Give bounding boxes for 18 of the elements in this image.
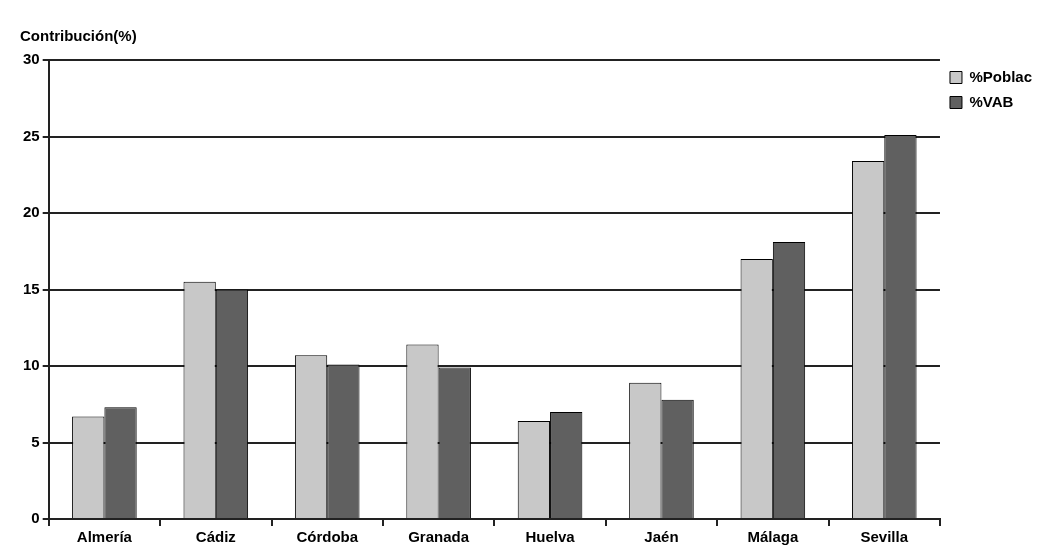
y-tick-label: 15 (23, 279, 40, 297)
x-tick-label: Sevilla (860, 528, 909, 546)
y-tick-label: 25 (23, 126, 40, 144)
x-tick-label: Jaén (644, 528, 679, 546)
x-tick-label: Granada (408, 528, 470, 546)
y-tick-label: 20 (23, 203, 40, 221)
legend-label: %VAB (969, 92, 1014, 110)
y-tick-label: 30 (23, 50, 40, 68)
x-tick-label: Málaga (747, 528, 799, 546)
y-tick-label: 10 (23, 356, 40, 374)
y-tick-label: 0 (31, 509, 40, 527)
x-tick-label: Cádiz (195, 528, 236, 546)
x-tick-label: Huelva (525, 528, 576, 546)
x-tick-label: Córdoba (296, 528, 359, 546)
y-tick-label: 5 (31, 432, 40, 450)
legend-label: %Poblac (969, 67, 1033, 85)
y-axis-title: Contribución(%) (20, 26, 137, 44)
x-tick-label: Almería (76, 528, 133, 546)
